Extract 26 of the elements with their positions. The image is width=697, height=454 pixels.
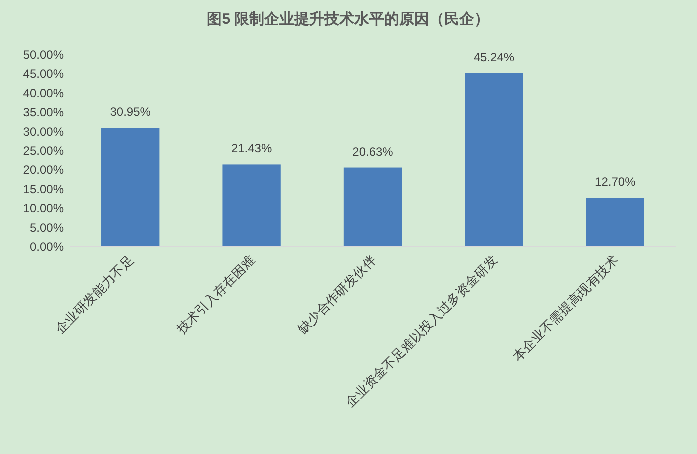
bar (465, 73, 524, 247)
bar (344, 168, 402, 247)
x-tick-label: 企业研发能力不足 (52, 252, 137, 337)
y-tick-label: 45.00% (23, 67, 64, 82)
y-tick-label: 10.00% (23, 202, 64, 216)
y-tick-label: 25.00% (23, 144, 64, 158)
data-label: 30.95% (110, 105, 152, 120)
y-tick-label: 30.00% (23, 124, 64, 139)
bar (102, 128, 160, 247)
data-label: 20.63% (352, 144, 394, 159)
y-tick-label: 40.00% (23, 86, 64, 100)
data-label: 21.43% (231, 142, 272, 156)
y-tick-label: 0.00% (30, 240, 64, 254)
y-tick-label: 35.00% (23, 106, 64, 120)
y-tick-label: 50.00% (23, 48, 64, 62)
data-label: 12.70% (595, 175, 636, 190)
data-label: 45.24% (474, 50, 515, 64)
x-tick-label: 缺少合作研发伙伴 (294, 252, 380, 337)
y-tick-label: 15.00% (23, 182, 64, 196)
bar (222, 164, 281, 247)
y-tick-label: 5.00% (30, 220, 64, 235)
y-tick-label: 20.00% (23, 163, 64, 178)
x-tick-label: 本企业不需提高现有技术 (510, 252, 622, 364)
chart-title: 图5 限制企业提升技术水平的原因（民企） (207, 11, 490, 28)
x-tick-label: 技术引入存在困难 (173, 252, 258, 338)
bar (586, 198, 644, 247)
